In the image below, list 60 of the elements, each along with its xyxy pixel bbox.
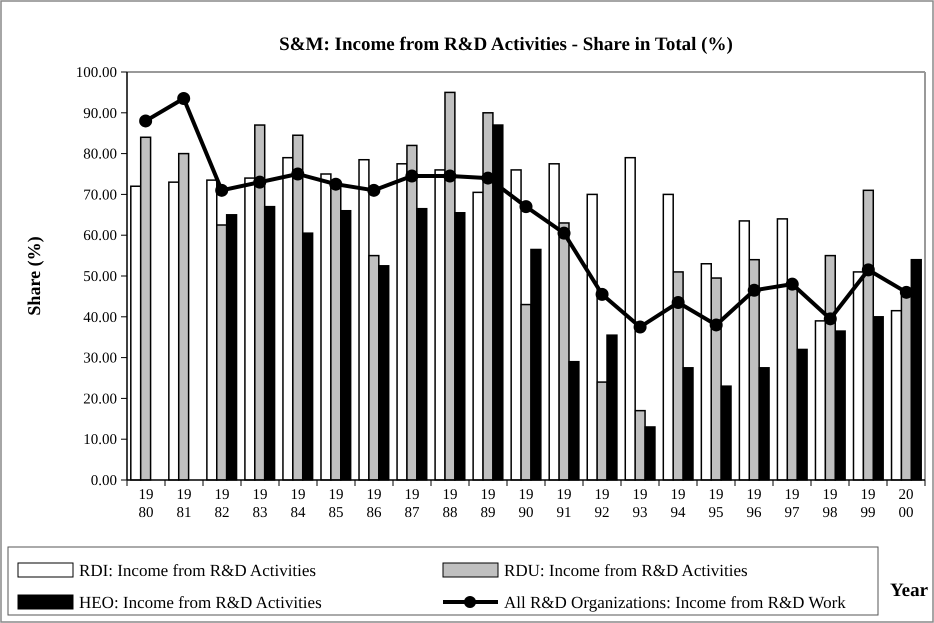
- point: [291, 168, 304, 180]
- legend-label: All R&D Organizations: Income from R&D Work: [504, 593, 846, 612]
- y-tick-label: 10.00: [83, 432, 117, 448]
- y-tick-label: 20.00: [83, 391, 117, 408]
- point: [748, 284, 761, 297]
- chart-title: S&M: Income from R&D Activities - Share in Total (%): [279, 34, 733, 55]
- x-tick-label: 1987: [404, 487, 420, 521]
- point: [367, 184, 380, 197]
- x-tick-label: 1996: [746, 487, 762, 521]
- point: [520, 200, 532, 214]
- x-tick-label: 1991: [556, 487, 572, 521]
- x-tick-label: 1988: [442, 487, 458, 521]
- x-tick-label: 1989: [480, 487, 496, 521]
- x-tick-label: 1985: [328, 487, 344, 521]
- legend-label: RDU: Income from R&D Activities: [504, 561, 748, 580]
- x-axis-title: Year: [890, 580, 929, 601]
- point: [862, 263, 875, 276]
- x-tick-label: 1983: [252, 487, 268, 521]
- x-tick-label: 1982: [214, 487, 230, 521]
- x-tick-label: 1998: [822, 487, 838, 521]
- x-tick-label: 1981: [176, 487, 192, 521]
- y-tick-label: 30.00: [83, 350, 117, 367]
- x-tick-label: 1992: [594, 487, 610, 521]
- legend-label: HEO: Income from R&D Activities: [79, 593, 322, 612]
- point: [634, 320, 647, 334]
- x-tick-label: 1993: [632, 487, 648, 521]
- y-tick-label: 90.00: [83, 106, 117, 122]
- point: [824, 312, 837, 326]
- x-tick-label: 2000: [898, 487, 914, 521]
- x-tick-label: 1995: [708, 487, 724, 521]
- y-tick-label: 100.00: [76, 65, 117, 81]
- x-tick-label: 1984: [290, 487, 306, 521]
- point: [139, 114, 152, 128]
- point: [786, 278, 799, 291]
- point: [215, 184, 228, 197]
- y-axis-title: Share (%): [24, 236, 44, 316]
- point: [405, 170, 418, 183]
- y-tick-label: 70.00: [83, 187, 117, 204]
- point: [596, 288, 609, 301]
- point: [710, 318, 723, 332]
- y-tick-label: 80.00: [83, 146, 117, 163]
- point: [443, 170, 456, 183]
- x-tick-label: 1994: [670, 487, 686, 521]
- point: [672, 296, 685, 310]
- legend-label: RDI: Income from R&D Activities: [79, 561, 316, 580]
- y-tick-label: 0.00: [90, 473, 117, 489]
- point: [329, 178, 342, 191]
- x-tick-label: 1986: [366, 487, 382, 521]
- point: [900, 286, 913, 299]
- x-tick-label: 1990: [518, 487, 534, 521]
- point: [481, 172, 494, 185]
- point: [253, 176, 266, 189]
- y-tick-label: 60.00: [83, 228, 117, 244]
- x-tick-label: 1997: [784, 487, 800, 521]
- y-tick-label: 50.00: [83, 269, 117, 285]
- x-tick-label: 1980: [138, 487, 154, 521]
- y-tick-label: 40.00: [83, 310, 117, 326]
- point: [177, 92, 190, 106]
- point: [558, 226, 571, 240]
- x-tick-label: 1999: [860, 487, 876, 521]
